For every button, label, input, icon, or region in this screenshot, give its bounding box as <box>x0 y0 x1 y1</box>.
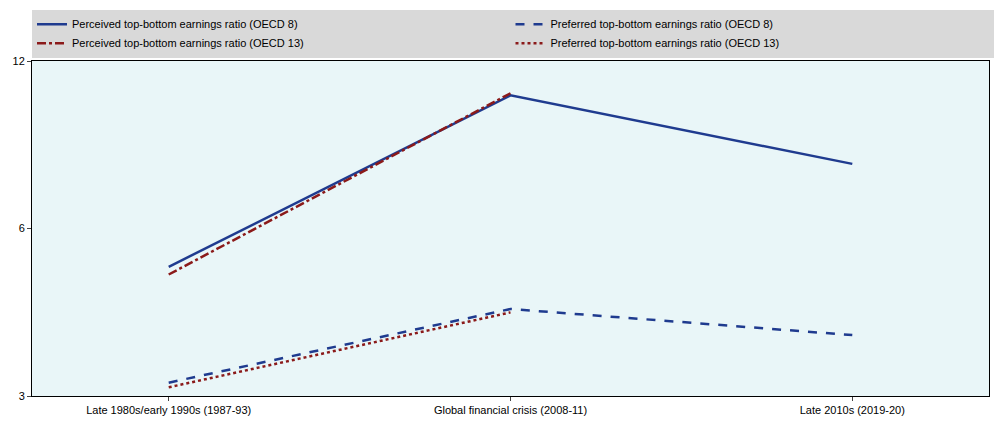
svg-text:6: 6 <box>19 222 25 234</box>
svg-text:Preferred top-bottom earnings: Preferred top-bottom earnings ratio (OEC… <box>551 18 774 30</box>
svg-text:3: 3 <box>19 390 25 402</box>
svg-text:Late 1980s/early 1990s (1987-9: Late 1980s/early 1990s (1987-93) <box>86 404 251 416</box>
svg-text:Perceived top-bottom earnings: Perceived top-bottom earnings ratio (OEC… <box>72 37 304 49</box>
svg-text:Perceived top-bottom earnings: Perceived top-bottom earnings ratio (OEC… <box>72 18 298 30</box>
svg-text:12: 12 <box>13 55 25 67</box>
svg-text:Preferred top-bottom earnings: Preferred top-bottom earnings ratio (OEC… <box>551 37 780 49</box>
svg-text:Global financial crisis (2008-: Global financial crisis (2008-11) <box>434 404 587 416</box>
svg-text:Late 2010s (2019-20): Late 2010s (2019-20) <box>800 404 905 416</box>
